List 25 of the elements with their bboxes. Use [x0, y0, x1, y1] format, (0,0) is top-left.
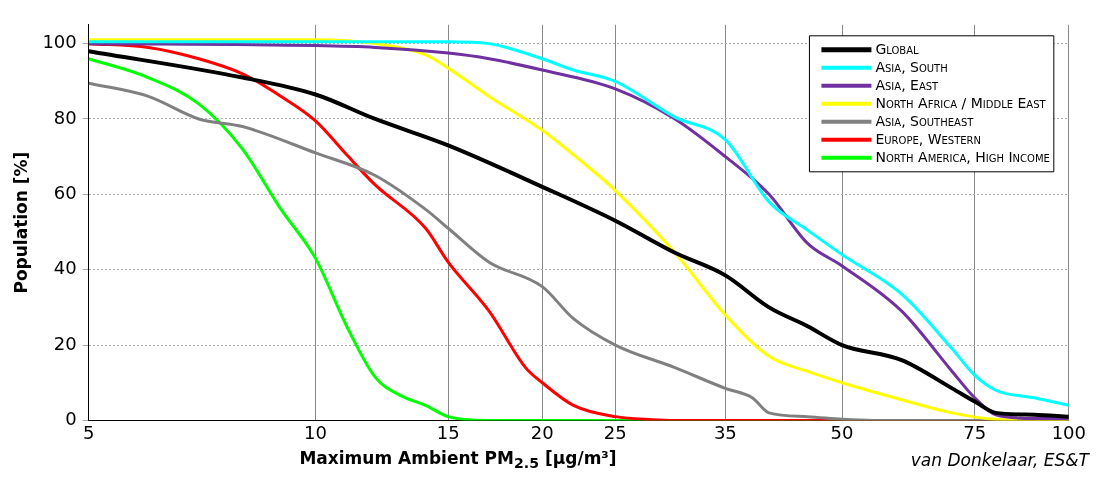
y-tick-label: 100 — [42, 31, 77, 53]
legend-label: North Africa / Middle East — [875, 95, 1047, 112]
y-tick-label: 80 — [53, 106, 77, 128]
y-tick-label: 60 — [53, 182, 77, 204]
x-tick-label: 5 — [83, 421, 95, 443]
x-tick-label: 75 — [963, 421, 987, 443]
x-axis-title: Maximum Ambient PM$_{2.5}$ [µg/m³] — [298, 448, 618, 472]
text: van Donkelaar, ES&T — [910, 450, 1089, 470]
x-tick-label: 100 — [1051, 421, 1086, 443]
y-tick-label: 20 — [53, 332, 77, 354]
legend-label: Europe, Western — [875, 131, 982, 148]
legend-label: Asia, East — [875, 77, 940, 94]
x-tick-label: 10 — [304, 421, 327, 443]
legend-label: North America, High Income — [875, 149, 1050, 166]
y-axis-title: Population [%] — [10, 151, 31, 294]
x-tick-label: 50 — [830, 421, 854, 443]
legend-label: Global — [875, 41, 920, 58]
y-tick-label: 40 — [53, 257, 77, 279]
legend-label: Asia, Southeast — [875, 113, 975, 130]
x-tick-label: 35 — [713, 421, 737, 443]
x-tick-label: 20 — [530, 421, 554, 443]
x-tick-label: 25 — [603, 421, 627, 443]
legend-label: Asia, South — [875, 59, 948, 76]
y-tick-label: 0 — [65, 408, 77, 430]
x-tick-label: 15 — [436, 421, 460, 443]
